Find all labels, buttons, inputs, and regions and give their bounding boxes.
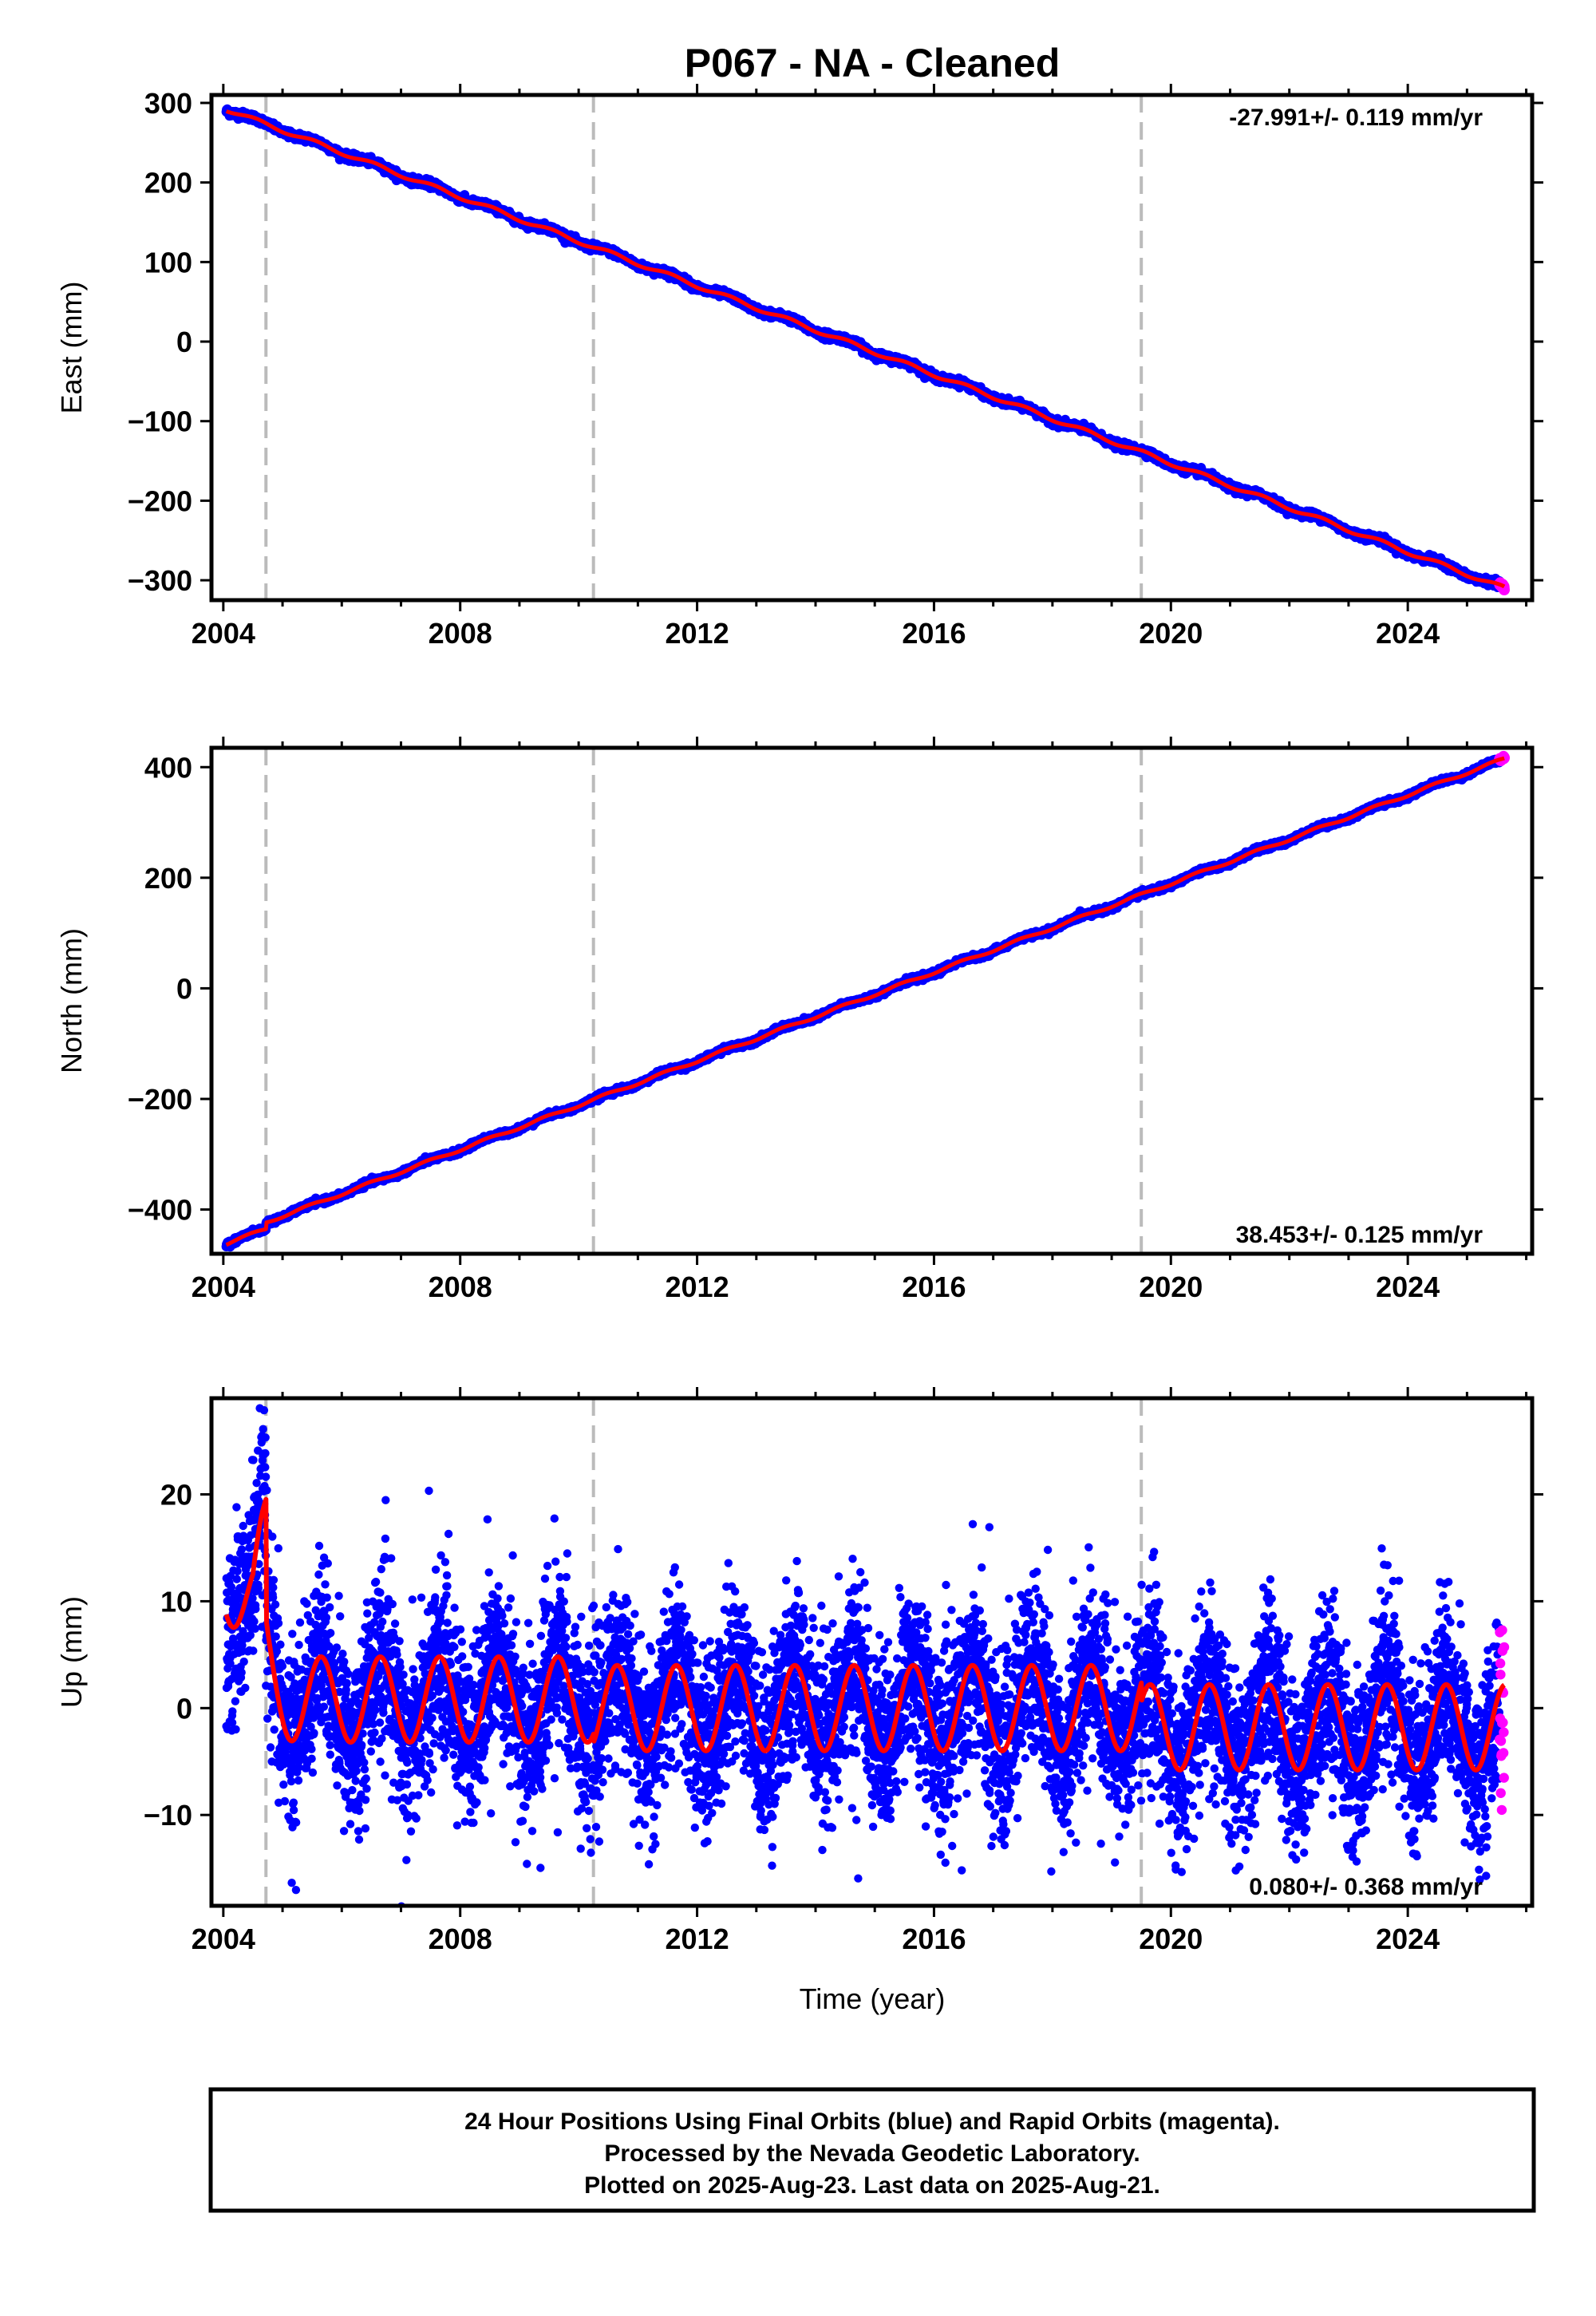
east-model-line — [224, 109, 1506, 589]
east-x-tick-label: 2012 — [666, 617, 729, 650]
east-x-tick-label: 2016 — [902, 617, 966, 650]
east-y-tick-label: 100 — [144, 246, 192, 279]
north-plot-area — [221, 748, 1510, 1254]
figure-title: P067 - NA - Cleaned — [685, 41, 1061, 85]
east-y-tick-label: 300 — [144, 87, 192, 120]
east-y-tick-label: −200 — [128, 484, 192, 517]
east-x-tick-label: 2020 — [1139, 617, 1203, 650]
east-y-tick-label: −100 — [128, 405, 192, 438]
east-y-axis-label: East (mm) — [55, 282, 88, 414]
east-panel: 2004 2008 2012 2016 2020 2024 −300 −200 −100 0 100… — [55, 84, 1543, 650]
east-plot-area — [221, 95, 1510, 600]
east-y-tick-label: 200 — [144, 167, 192, 200]
north-panel: 2004 2008 2012 2016 2020 2024−400−2000200400N… — [55, 737, 1543, 1303]
east-x-tick-label: 2004 — [192, 617, 255, 650]
east-x-tick-label: 2008 — [429, 617, 492, 650]
east-rate-label: -27.991+/- 0.119 mm/yr — [1229, 105, 1483, 131]
east-y-tick-label: 0 — [176, 326, 192, 358]
east-y-tick-label: −300 — [128, 564, 192, 597]
east-x-tick-label: 2024 — [1376, 617, 1440, 650]
